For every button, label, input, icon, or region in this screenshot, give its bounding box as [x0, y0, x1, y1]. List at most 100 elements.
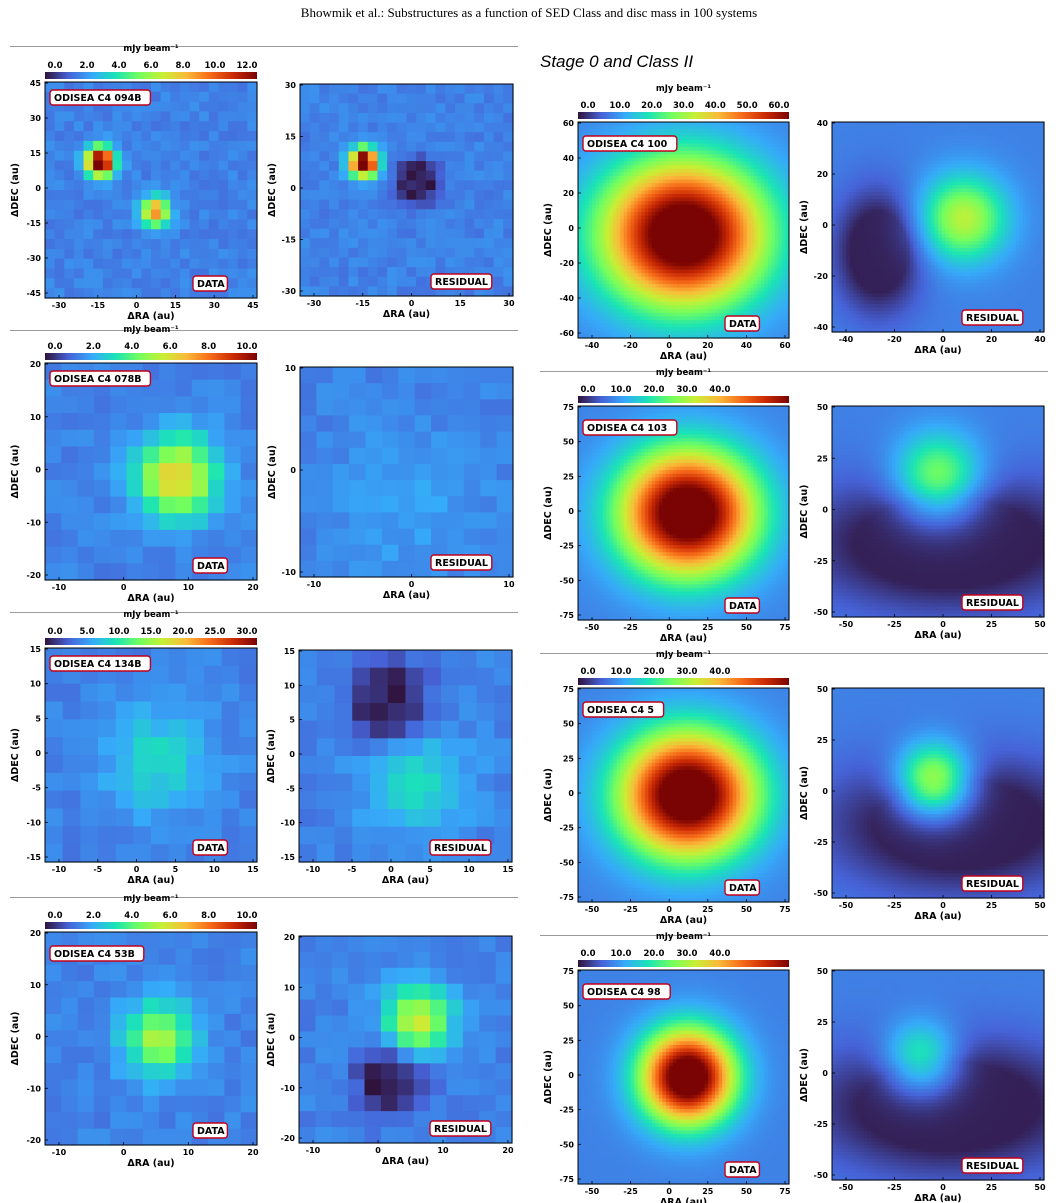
- x-tick: 15: [502, 865, 514, 874]
- colorbar-tick: 30.0: [676, 949, 697, 959]
- y-axis-label: ΔDEC (au): [543, 1050, 554, 1104]
- x-axis-label: ΔRA (au): [382, 875, 429, 886]
- y-axis-label: ΔDEC (au): [267, 445, 278, 499]
- x-tick: 10: [437, 1146, 449, 1155]
- x-tick: 0: [134, 301, 140, 310]
- colorbar-tick: 15.0: [141, 627, 162, 637]
- y-tick: -75: [560, 611, 575, 620]
- x-tick: -25: [887, 620, 902, 629]
- y-tick: -15: [282, 236, 297, 245]
- source-name: ODISEA C4 134B: [54, 659, 141, 670]
- data-label: DATA: [729, 601, 757, 612]
- y-tick: 0: [568, 224, 574, 233]
- x-tick: -25: [887, 1183, 902, 1192]
- y-tick: -50: [560, 858, 575, 867]
- colorbar-unit: mJy beam⁻¹: [123, 325, 178, 335]
- colorbar-tick: 40.0: [709, 667, 730, 677]
- y-tick: -25: [560, 542, 575, 551]
- y-axis-label: ΔDEC (au): [543, 768, 554, 822]
- x-tick: 10: [183, 583, 195, 592]
- x-tick: -5: [348, 865, 357, 874]
- y-tick: 30: [30, 114, 42, 123]
- colorbar-tick: 20.0: [173, 627, 194, 637]
- y-axis-label: ΔDEC (au): [266, 1013, 277, 1067]
- x-axis-label: ΔRA (au): [127, 311, 174, 322]
- y-tick: 0: [35, 466, 41, 475]
- y-tick: -50: [560, 1140, 575, 1149]
- y-tick: 0: [822, 506, 828, 515]
- x-tick: 50: [1034, 901, 1046, 910]
- y-tick: -25: [814, 557, 829, 566]
- colorbar-tick: 30.0: [676, 667, 697, 677]
- colorbar: [578, 112, 789, 119]
- x-tick: -10: [52, 583, 67, 592]
- x-tick: 50: [741, 623, 753, 632]
- x-tick: -20: [623, 341, 638, 350]
- y-axis-label: ΔDEC (au): [799, 766, 810, 820]
- y-tick: -10: [27, 818, 42, 827]
- x-tick: 20: [986, 335, 998, 344]
- colorbar-tick: 0.0: [580, 667, 595, 677]
- x-tick: 40: [741, 341, 753, 350]
- y-tick: 0: [290, 466, 296, 475]
- colorbar-tick: 6.0: [163, 342, 178, 352]
- colorbar-unit: mJy beam⁻¹: [656, 932, 711, 942]
- data-label: DATA: [729, 883, 757, 894]
- x-tick: 60: [779, 341, 791, 350]
- x-axis-label: ΔRA (au): [914, 1193, 961, 1203]
- y-tick: -45: [27, 289, 42, 298]
- x-tick: 50: [741, 1187, 753, 1196]
- y-tick: -10: [281, 819, 296, 828]
- x-tick: 10: [463, 865, 475, 874]
- y-tick: -15: [281, 853, 296, 862]
- y-tick: -30: [27, 254, 42, 263]
- y-tick: -20: [560, 259, 575, 268]
- colorbar-tick: 40.0: [709, 385, 730, 395]
- y-tick: 0: [568, 789, 574, 798]
- y-tick: -20: [814, 272, 829, 281]
- x-tick: 10: [183, 1148, 195, 1157]
- x-tick: 20: [702, 341, 714, 350]
- x-tick: 0: [121, 1148, 127, 1157]
- residual-label: RESIDUAL: [966, 879, 1019, 890]
- x-tick: 50: [741, 905, 753, 914]
- data-label: DATA: [729, 319, 757, 330]
- y-tick: 25: [563, 472, 575, 481]
- y-tick: 0: [568, 1071, 574, 1080]
- y-tick: 25: [563, 1036, 575, 1045]
- colorbar-tick: 0.0: [580, 385, 595, 395]
- y-tick: 10: [285, 364, 297, 373]
- colorbar-tick: 20.0: [643, 667, 664, 677]
- colorbar-tick: 10.0: [109, 627, 130, 637]
- x-tick: -10: [306, 865, 321, 874]
- colorbar-tick: 30.0: [237, 627, 258, 637]
- y-tick: 0: [35, 1033, 41, 1042]
- y-axis-label: ΔDEC (au): [266, 729, 277, 783]
- y-tick: 10: [30, 413, 42, 422]
- colorbar-unit: mJy beam⁻¹: [656, 368, 711, 378]
- residual-label: RESIDUAL: [434, 843, 487, 854]
- x-tick: 10: [503, 580, 515, 589]
- x-tick: 25: [986, 1183, 998, 1192]
- y-tick: 0: [822, 221, 828, 230]
- residual-label: RESIDUAL: [966, 1161, 1019, 1172]
- y-tick: 45: [30, 79, 42, 88]
- y-tick: 75: [563, 967, 575, 976]
- x-tick: 0: [388, 865, 394, 874]
- x-tick: -5: [93, 865, 102, 874]
- colorbar-tick: 25.0: [205, 627, 226, 637]
- colorbar-tick: 6.0: [143, 61, 158, 71]
- x-tick: 5: [173, 865, 179, 874]
- residual-label: RESIDUAL: [434, 1124, 487, 1135]
- x-tick: 25: [986, 901, 998, 910]
- y-tick: -5: [32, 784, 41, 793]
- x-axis-label: ΔRA (au): [660, 351, 707, 362]
- colorbar: [578, 396, 789, 403]
- y-tick: 25: [817, 1018, 829, 1027]
- colorbar-unit: mJy beam⁻¹: [656, 84, 711, 94]
- y-tick: 0: [289, 1034, 295, 1043]
- colorbar-tick: 0.0: [47, 627, 62, 637]
- colorbar-tick: 4.0: [111, 61, 126, 71]
- y-tick: 0: [568, 507, 574, 516]
